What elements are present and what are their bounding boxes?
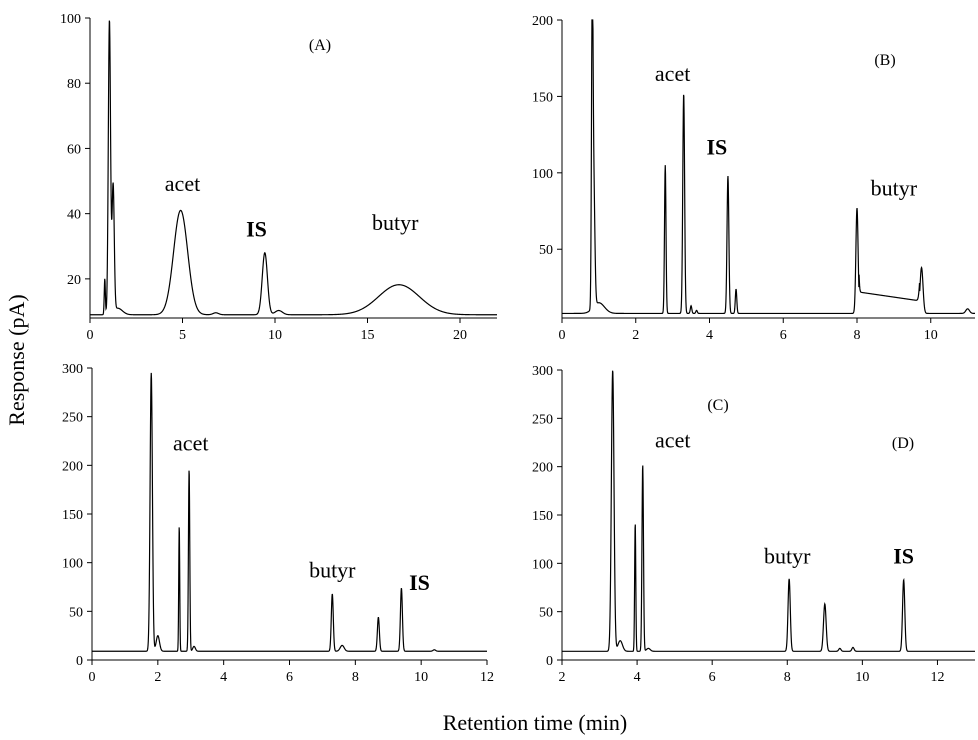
y-tick-label: 40 bbox=[67, 208, 81, 223]
peak-label: IS bbox=[246, 216, 267, 241]
panel-a: 0 5 10 15 20 20 40 60 80 100 (A) acet IS butyr bbox=[60, 12, 497, 343]
x-tick-label: 2 bbox=[154, 670, 161, 685]
y-tick-label: 0 bbox=[76, 654, 83, 669]
x-tick-label: 0 bbox=[89, 670, 96, 685]
x-tick-label: 8 bbox=[784, 670, 791, 685]
y-tick-label: 300 bbox=[532, 364, 553, 379]
x-tick-label: 10 bbox=[268, 328, 282, 343]
x-tick-label: 10 bbox=[855, 670, 869, 685]
x-tick-label: 6 bbox=[780, 328, 787, 343]
peak-label: acet bbox=[165, 171, 200, 196]
y-tick-label: 200 bbox=[532, 14, 553, 29]
x-tick-label: 6 bbox=[709, 670, 716, 685]
panel-tag: (C) bbox=[707, 397, 728, 414]
y-tick-label: 300 bbox=[62, 362, 83, 377]
y-tick-label: 250 bbox=[62, 411, 83, 426]
peak-label: butyr bbox=[309, 557, 356, 582]
y-tick-label: 100 bbox=[532, 167, 553, 182]
chromatogram-trace bbox=[562, 370, 975, 652]
peak-label: IS bbox=[893, 543, 914, 568]
x-tick-label: 4 bbox=[634, 670, 641, 685]
panel-tag: (D) bbox=[892, 435, 914, 452]
x-tick-label: 2 bbox=[559, 670, 566, 685]
panel-c: 0 2 4 6 8 10 12050100150200250300(C)acetbutyrI… bbox=[62, 362, 729, 685]
y-tick-label: 100 bbox=[62, 557, 83, 572]
panel-d: 2 4 6 8 10 12 0 50 100 150 200 250 300 (D) acet butyr IS bbox=[532, 364, 975, 685]
peak-label: acet bbox=[173, 431, 208, 456]
x-tick-label: 10 bbox=[924, 328, 938, 343]
y-tick-label: 80 bbox=[67, 77, 81, 92]
peak-label: acet bbox=[655, 427, 690, 452]
x-tick-label: 4 bbox=[220, 670, 227, 685]
y-tick-label: 150 bbox=[532, 90, 553, 105]
y-tick-label: 200 bbox=[532, 461, 553, 476]
y-tick-label: 100 bbox=[532, 557, 553, 572]
panel-tag: (A) bbox=[309, 37, 331, 54]
y-tick-label: 50 bbox=[539, 243, 553, 258]
peak-label: butyr bbox=[372, 210, 419, 235]
x-axis-title: Retention time (min) bbox=[443, 710, 628, 735]
y-tick-label: 0 bbox=[546, 654, 553, 669]
x-tick-label: 2 bbox=[632, 328, 639, 343]
y-tick-label: 200 bbox=[62, 459, 83, 474]
peak-label: IS bbox=[409, 570, 430, 595]
x-tick-label: 20 bbox=[453, 328, 467, 343]
y-tick-label: 100 bbox=[60, 12, 81, 27]
chromatogram-trace bbox=[562, 19, 975, 315]
peak-label: butyr bbox=[871, 176, 918, 201]
y-tick-label: 250 bbox=[532, 412, 553, 427]
peak-label: acet bbox=[655, 61, 690, 86]
x-tick-label: 6 bbox=[286, 670, 293, 685]
x-tick-label: 5 bbox=[179, 328, 186, 343]
x-tick-label: 0 bbox=[87, 328, 94, 343]
x-tick-label: 12 bbox=[480, 670, 494, 685]
x-tick-label: 8 bbox=[352, 670, 359, 685]
y-axis-title: Response (pA) bbox=[4, 294, 29, 425]
peak-label: butyr bbox=[764, 543, 811, 568]
x-tick-label: 8 bbox=[854, 328, 861, 343]
y-tick-label: 60 bbox=[67, 142, 81, 157]
y-tick-label: 50 bbox=[69, 605, 83, 620]
peak-label: IS bbox=[706, 134, 727, 159]
x-tick-label: 0 bbox=[559, 328, 566, 343]
chromatogram-trace bbox=[92, 372, 487, 652]
panel-tag: (B) bbox=[874, 52, 895, 69]
x-tick-label: 10 bbox=[414, 670, 428, 685]
y-tick-label: 150 bbox=[532, 509, 553, 524]
x-tick-label: 4 bbox=[706, 328, 713, 343]
y-tick-label: 50 bbox=[539, 606, 553, 621]
x-tick-label: 12 bbox=[930, 670, 944, 685]
panel-b: 0 2 4 6 8 10 50 100 150 200 (B) acet IS butyr bbox=[532, 14, 975, 343]
x-tick-label: 15 bbox=[361, 328, 375, 343]
y-tick-label: 150 bbox=[62, 508, 83, 523]
chromatogram-trace bbox=[90, 20, 497, 316]
y-tick-label: 20 bbox=[67, 273, 81, 288]
